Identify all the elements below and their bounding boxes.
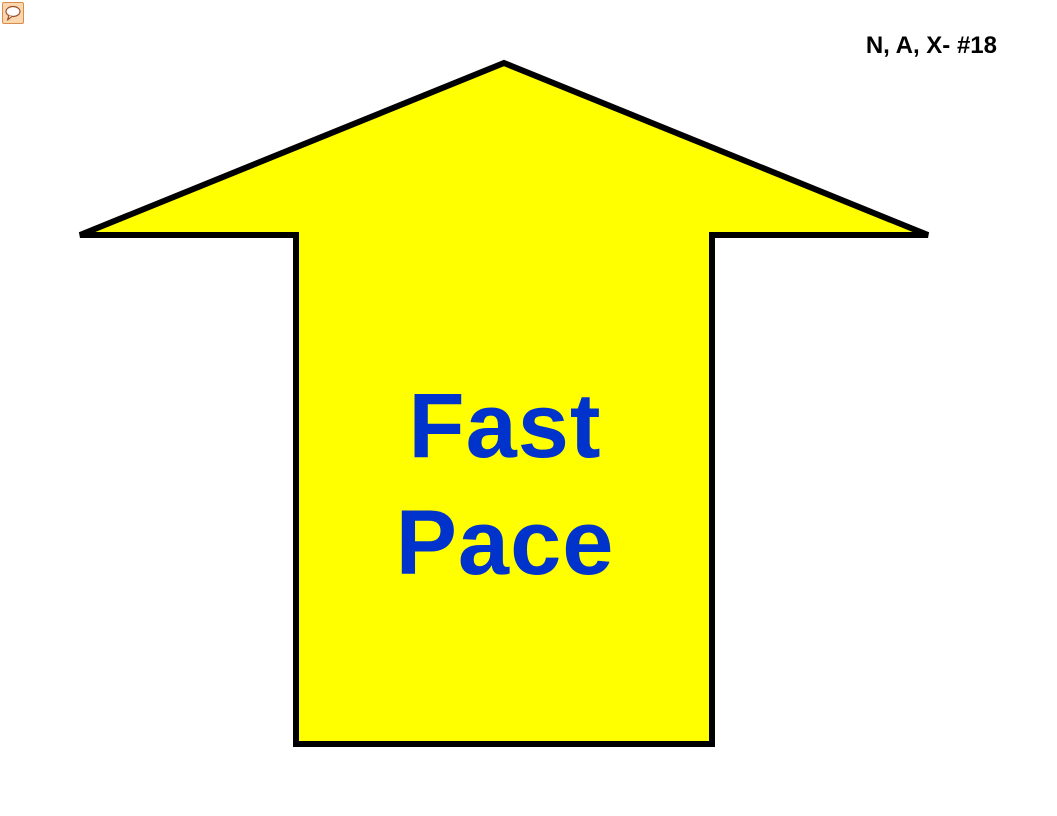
arrow-polygon: [78, 59, 930, 747]
page-identifier: N, A, X- #18: [865, 32, 997, 59]
arrow-label-line1: Fast: [408, 375, 602, 477]
comment-bubble-icon[interactable]: [2, 2, 24, 24]
arrow-label-line2: Pace: [395, 492, 615, 594]
